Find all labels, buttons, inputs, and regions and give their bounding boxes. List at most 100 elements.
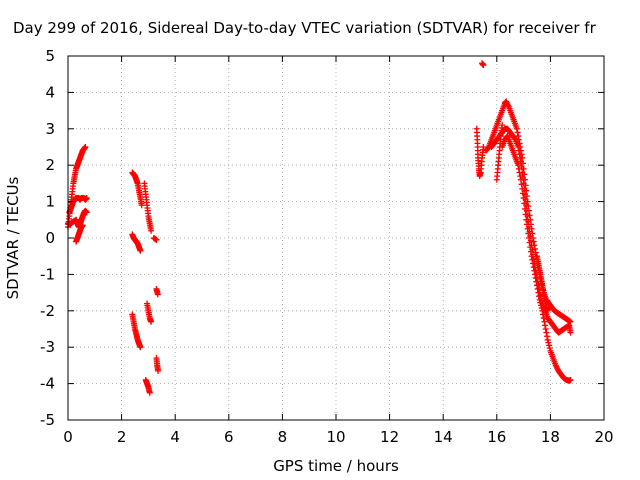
data-point: [532, 275, 539, 282]
data-point: [524, 225, 531, 232]
data-point: [516, 151, 523, 158]
data-points: [65, 60, 574, 396]
data-point: [485, 144, 492, 151]
data-point: [529, 256, 536, 263]
data-point: [82, 144, 89, 150]
y-tick-label: 4: [45, 83, 55, 101]
data-point: [541, 318, 548, 325]
data-point: [148, 318, 155, 325]
x-tick-label: 10: [326, 428, 345, 446]
data-point: [539, 307, 546, 314]
data-point: [540, 311, 547, 318]
x-tick-label: 4: [170, 428, 180, 446]
data-point: [525, 235, 532, 241]
data-point: [79, 222, 86, 229]
data-point: [528, 253, 535, 260]
data-point: [513, 125, 520, 132]
data-point: [515, 144, 522, 150]
data-point: [521, 200, 528, 207]
data-point: [522, 211, 529, 218]
data-point: [83, 209, 90, 216]
x-tick-label: 2: [117, 428, 127, 446]
data-point: [511, 135, 518, 142]
data-point: [531, 245, 538, 252]
data-point: [531, 267, 538, 274]
data-point: [480, 62, 487, 69]
data-point: [542, 322, 549, 329]
data-point: [525, 230, 532, 237]
x-tick-label: 16: [487, 428, 506, 446]
data-point: [538, 305, 545, 312]
data-point: [517, 173, 524, 180]
y-tick-label: 0: [45, 229, 55, 247]
data-point: [517, 176, 524, 183]
y-tick-label: 3: [45, 120, 55, 138]
data-point: [521, 205, 528, 212]
ticks: [67, 55, 605, 421]
data-point: [542, 326, 549, 332]
data-point: [530, 238, 537, 245]
data-point: [529, 260, 536, 267]
data-point: [514, 129, 521, 136]
data-point: [533, 278, 540, 285]
x-tick-label: 14: [434, 428, 453, 446]
data-point: [537, 299, 544, 306]
y-tick-label: -4: [40, 375, 55, 393]
data-point: [567, 318, 574, 325]
data-point: [543, 329, 550, 336]
data-point: [519, 185, 526, 192]
data-point: [567, 329, 574, 336]
data-point: [515, 162, 522, 169]
x-tick-label: 8: [278, 428, 288, 446]
y-tick-label: -1: [40, 265, 55, 283]
data-point: [527, 248, 534, 255]
data-point: [154, 291, 161, 298]
data-point: [530, 264, 537, 271]
data-point: [523, 216, 530, 223]
data-point: [544, 307, 551, 314]
data-point: [526, 239, 533, 246]
data-point: [545, 339, 552, 346]
data-point: [523, 221, 530, 228]
data-point: [538, 302, 545, 309]
data-point: [536, 296, 543, 303]
data-point: [515, 165, 522, 172]
data-point: [480, 144, 487, 150]
data-point: [535, 289, 542, 296]
data-point: [153, 236, 160, 243]
data-point: [148, 227, 155, 234]
data-point: [546, 342, 553, 349]
data-point: [137, 344, 144, 351]
y-tick-label: -3: [40, 338, 55, 356]
data-point: [83, 194, 90, 201]
data-point: [531, 271, 538, 278]
data-point: [544, 333, 551, 340]
grid: [68, 56, 604, 420]
data-point: [155, 367, 162, 374]
data-point: [534, 285, 541, 292]
data-point: [515, 133, 522, 140]
y-tick-label: 2: [45, 156, 55, 174]
chart-title: Day 299 of 2016, Sidereal Day-to-day VTE…: [13, 19, 597, 37]
x-tick-label: 0: [63, 428, 73, 446]
data-point: [527, 244, 534, 251]
data-point: [515, 147, 522, 154]
x-tick-label: 20: [594, 428, 613, 446]
data-point: [567, 376, 574, 383]
data-point: [138, 202, 145, 209]
y-tick-label: 1: [45, 193, 55, 211]
y-tick-label: -2: [40, 302, 55, 320]
data-point: [499, 122, 506, 129]
y-tick-label: -5: [40, 411, 55, 429]
data-point: [137, 247, 144, 254]
x-tick-label: 18: [541, 428, 560, 446]
x-axis-label: GPS time / hours: [273, 457, 399, 475]
y-tick-label: 5: [45, 47, 55, 65]
data-point: [540, 315, 547, 322]
x-tick-label: 6: [224, 428, 234, 446]
x-tick-label: 12: [380, 428, 399, 446]
data-point: [518, 181, 525, 188]
